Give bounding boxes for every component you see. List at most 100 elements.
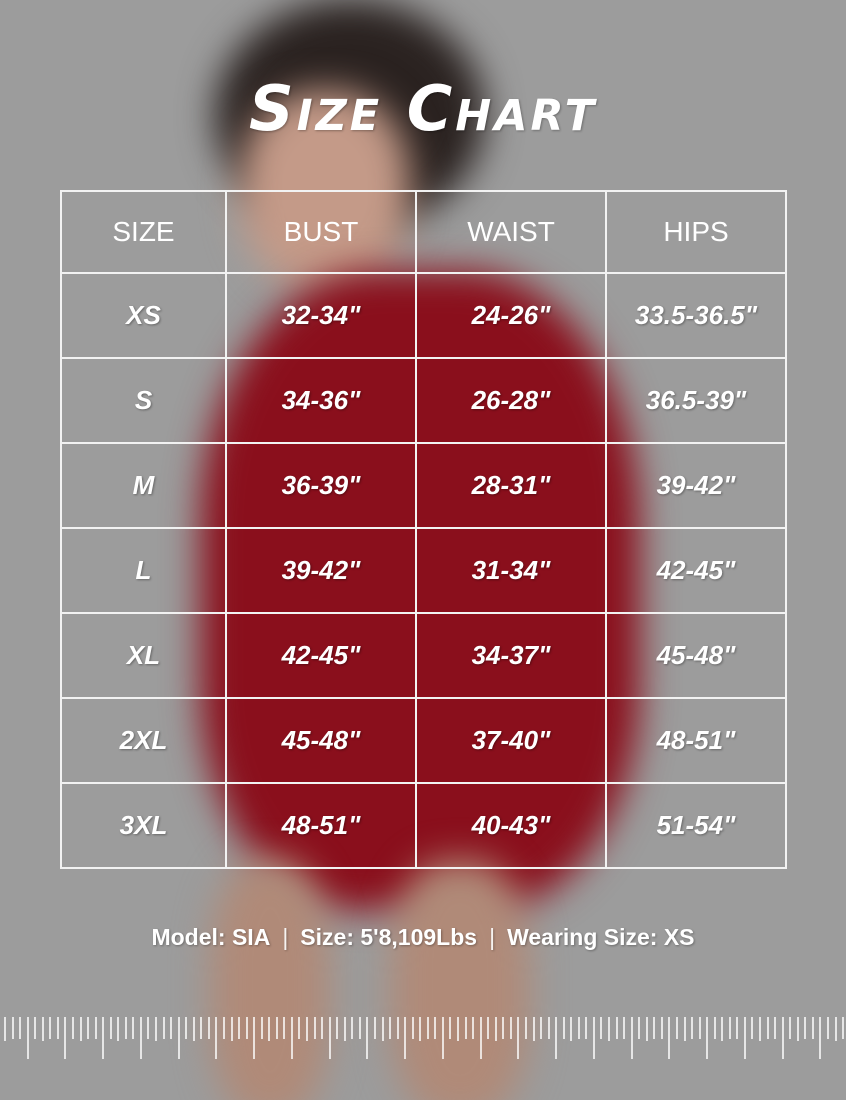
ruler-tick	[245, 1017, 248, 1039]
size-table: SIZE BUST WAIST HIPS XS 32-34" 24-26" 33.5-36.…	[60, 190, 787, 869]
table-cell: 45-48"	[225, 697, 417, 784]
ruler-tick	[728, 1017, 731, 1039]
table-cell: 36.5-39"	[605, 357, 787, 444]
table-cell: 31-34"	[415, 527, 607, 614]
table-cell: 32-34"	[225, 272, 417, 359]
ruler-tick	[547, 1017, 550, 1039]
ruler-tick	[373, 1017, 376, 1039]
ruler-tick	[653, 1017, 656, 1039]
ruler-tick	[328, 1017, 331, 1059]
ruler-tick	[630, 1017, 633, 1059]
ruler-tick	[759, 1017, 761, 1041]
ruler-tick	[290, 1017, 293, 1059]
ruler-tick	[404, 1017, 407, 1059]
ruler-tick	[706, 1017, 709, 1059]
ruler-tick	[283, 1017, 286, 1039]
ruler-tick	[691, 1017, 694, 1039]
ruler-tick	[275, 1017, 278, 1039]
table-cell: XS	[60, 272, 227, 359]
ruler-tick	[147, 1017, 150, 1039]
ruler-tick	[585, 1017, 588, 1039]
table-row: 3XL 48-51" 40-43" 51-54"	[60, 782, 787, 869]
table-cell: 39-42"	[605, 442, 787, 529]
ruler-tick	[389, 1017, 392, 1039]
ruler-tick	[139, 1017, 142, 1059]
table-cell: XL	[60, 612, 227, 699]
ruler-tick	[170, 1017, 173, 1039]
table-cell: 36-39"	[225, 442, 417, 529]
table-header-row: SIZE BUST WAIST HIPS	[60, 190, 787, 274]
ruler-tick	[766, 1017, 769, 1039]
ruler-tick	[396, 1017, 399, 1039]
ruler-tick	[336, 1017, 339, 1039]
ruler-tick	[472, 1017, 475, 1039]
ruler-tick	[222, 1017, 225, 1039]
table-cell: 48-51"	[225, 782, 417, 869]
ruler-tick	[102, 1017, 105, 1059]
table-cell: 51-54"	[605, 782, 787, 869]
table-cell: 42-45"	[225, 612, 417, 699]
ruler-tick	[381, 1017, 384, 1041]
ruler-tick	[721, 1017, 724, 1041]
separator: |	[489, 924, 496, 950]
ruler-tick	[819, 1017, 822, 1059]
ruler-tick	[268, 1017, 271, 1041]
ruler-decoration	[0, 1017, 846, 1062]
ruler-tick	[668, 1017, 671, 1059]
table-cell: 3XL	[60, 782, 227, 869]
model-measurements: Size: 5'8,109Lbs	[300, 924, 478, 950]
table-cell: 33.5-36.5"	[605, 272, 787, 359]
table-row: XL 42-45" 34-37" 45-48"	[60, 612, 787, 699]
ruler-tick	[811, 1017, 814, 1039]
ruler-tick	[253, 1017, 256, 1059]
ruler-tick	[94, 1017, 97, 1039]
ruler-tick	[441, 1017, 444, 1059]
table-cell: 2XL	[60, 697, 227, 784]
table-cell: 39-42"	[225, 527, 417, 614]
ruler-tick	[577, 1017, 580, 1039]
ruler-tick	[781, 1017, 784, 1059]
table-cell: 45-48"	[605, 612, 787, 699]
table-row: M 36-39" 28-31" 39-42"	[60, 442, 787, 529]
ruler-tick	[592, 1017, 595, 1059]
ruler-tick	[774, 1017, 777, 1039]
ruler-tick	[532, 1017, 535, 1041]
ruler-tick	[87, 1017, 90, 1039]
model-info: Model: SIA | Size: 5'8,109Lbs | Wearing Size…	[0, 924, 846, 951]
table-row: S 34-36" 26-28" 36.5-39"	[60, 357, 787, 444]
wearing-size: Wearing Size: XS	[507, 924, 695, 950]
table-cell: 34-37"	[415, 612, 607, 699]
ruler-tick	[743, 1017, 746, 1059]
ruler-tick	[230, 1017, 233, 1041]
ruler-tick	[434, 1017, 437, 1039]
ruler-tick	[675, 1017, 678, 1039]
ruler-tick	[132, 1017, 135, 1039]
ruler-tick	[56, 1017, 59, 1039]
ruler-tick	[260, 1017, 263, 1039]
ruler-tick	[683, 1017, 686, 1041]
ruler-tick	[796, 1017, 799, 1041]
ruler-tick	[502, 1017, 505, 1039]
column-header: BUST	[225, 190, 417, 274]
ruler-tick	[313, 1017, 316, 1039]
ruler-tick	[736, 1017, 739, 1039]
separator: |	[282, 924, 289, 950]
ruler-tick	[4, 1017, 6, 1041]
table-cell: M	[60, 442, 227, 529]
ruler-tick	[124, 1017, 127, 1039]
column-header: HIPS	[605, 190, 787, 274]
ruler-tick	[185, 1017, 188, 1039]
ruler-tick	[645, 1017, 648, 1041]
ruler-tick	[562, 1017, 565, 1039]
ruler-tick	[570, 1017, 573, 1041]
ruler-tick	[64, 1017, 67, 1059]
ruler-tick	[298, 1017, 301, 1039]
table-cell: 28-31"	[415, 442, 607, 529]
ruler-tick	[751, 1017, 754, 1039]
table-row: XS 32-34" 24-26" 33.5-36.5"	[60, 272, 787, 359]
ruler-tick	[842, 1017, 845, 1039]
ruler-tick	[34, 1017, 37, 1039]
ruler-tick	[155, 1017, 157, 1041]
ruler-tick	[524, 1017, 527, 1039]
ruler-tick	[366, 1017, 369, 1059]
